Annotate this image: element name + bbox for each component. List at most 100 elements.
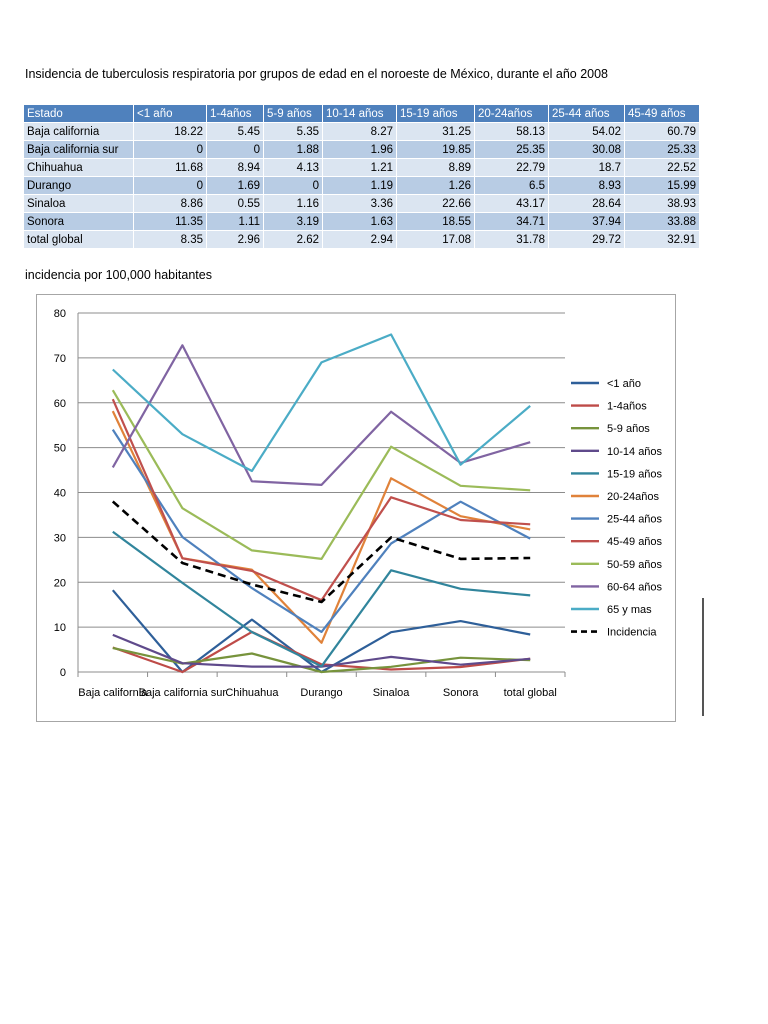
x-tick-label: Baja california sur: [139, 687, 227, 699]
table-cell: 8.27: [322, 122, 397, 141]
table-row: Sinaloa 8.86 0.55 1.16 3.36 22.66 43.17 …: [23, 194, 700, 213]
page-title: Insidencia de tuberculosis respiratoria …: [25, 67, 609, 81]
legend-label: 1-4años: [607, 401, 647, 413]
header-cell: 45-49 años: [624, 104, 700, 123]
table-header-row: Estado <1 año 1-4años 5-9 años 10-14 año…: [23, 104, 700, 123]
table-cell: 2.94: [322, 230, 397, 249]
table-cell: 6.5: [474, 176, 549, 195]
table-row: Baja california sur 0 0 1.88 1.96 19.85 …: [23, 140, 700, 159]
table-cell: 0: [263, 176, 323, 195]
table-cell: 22.52: [624, 158, 700, 177]
y-tick-label: 70: [54, 353, 66, 365]
table-cell: 32.91: [624, 230, 700, 249]
table-cell: 8.89: [396, 158, 475, 177]
table-cell: 5.45: [206, 122, 264, 141]
table-cell: 1.63: [322, 212, 397, 231]
table-cell: 8.93: [548, 176, 625, 195]
table-cell: 0.55: [206, 194, 264, 213]
series-line: [112, 530, 531, 668]
y-tick-label: 80: [54, 308, 66, 320]
table-cell: 60.79: [624, 122, 700, 141]
table-cell: 19.85: [396, 140, 475, 159]
row-label: Chihuahua: [23, 158, 134, 177]
x-tick-label: Chihuahua: [225, 687, 279, 699]
row-label: Durango: [23, 176, 134, 195]
table-row: total global 8.35 2.96 2.62 2.94 17.08 3…: [23, 230, 700, 249]
table-cell: 1.69: [206, 176, 264, 195]
table-cell: 11.35: [133, 212, 207, 231]
table-row: Chihuahua 11.68 8.94 4.13 1.21 8.89 22.7…: [23, 158, 700, 177]
x-tick-label: Durango: [300, 687, 342, 699]
row-label: Sonora: [23, 212, 134, 231]
series-line: [111, 344, 531, 486]
legend-label: Incidencia: [607, 627, 657, 639]
table-row: Baja california 18.22 5.45 5.35 8.27 31.…: [23, 122, 700, 141]
legend-label: 65 y mas: [607, 604, 652, 616]
table-cell: 3.36: [322, 194, 397, 213]
row-label: Baja california sur: [23, 140, 134, 159]
table-cell: 2.62: [263, 230, 323, 249]
table-cell: 15.99: [624, 176, 700, 195]
table-cell: 1.19: [322, 176, 397, 195]
series-line: [111, 500, 531, 604]
table-cell: 1.96: [322, 140, 397, 159]
table-cell: 1.11: [206, 212, 264, 231]
table-cell: 18.22: [133, 122, 207, 141]
table-cell: 2.96: [206, 230, 264, 249]
series-line: [111, 389, 531, 560]
row-label: total global: [23, 230, 134, 249]
table-cell: 3.19: [263, 212, 323, 231]
legend-label: 50-59 años: [607, 559, 663, 571]
y-tick-label: 60: [54, 398, 66, 410]
x-tick-label: Sinaloa: [373, 687, 411, 699]
row-label: Baja california: [23, 122, 134, 141]
x-tick-label: Baja california: [78, 687, 148, 699]
x-tick-label: total global: [504, 687, 557, 699]
table-cell: 38.93: [624, 194, 700, 213]
legend-label: <1 año: [607, 378, 641, 390]
table-cell: 31.25: [396, 122, 475, 141]
table-cell: 29.72: [548, 230, 625, 249]
table-cell: 25.35: [474, 140, 549, 159]
y-tick-label: 0: [60, 667, 66, 679]
incidence-table: Estado <1 año 1-4años 5-9 años 10-14 año…: [23, 104, 700, 249]
table-cell: 37.94: [548, 212, 625, 231]
y-tick-label: 20: [54, 577, 66, 589]
y-tick-label: 10: [54, 622, 66, 634]
table-cell: 0: [133, 140, 207, 159]
table-cell: 33.88: [624, 212, 700, 231]
table-cell: 58.13: [474, 122, 549, 141]
legend-label: 10-14 años: [607, 446, 663, 458]
header-cell: 5-9 años: [263, 104, 323, 123]
table-cell: 0: [206, 140, 264, 159]
legend-label: 20-24años: [607, 491, 659, 503]
header-cell: <1 año: [133, 104, 207, 123]
line-chart: 0 10 20 30 40 50 60 70 80 Baja california Baja cal…: [36, 294, 676, 722]
table-cell: 25.33: [624, 140, 700, 159]
y-tick-label: 40: [54, 488, 66, 500]
legend-label: 60-64 años: [607, 581, 663, 593]
header-cell: 20-24años: [474, 104, 549, 123]
table-cell: 8.94: [206, 158, 264, 177]
table-cell: 18.7: [548, 158, 625, 177]
table-cell: 11.68: [133, 158, 207, 177]
table-cell: 31.78: [474, 230, 549, 249]
table-cell: 54.02: [548, 122, 625, 141]
header-cell: 10-14 años: [322, 104, 397, 123]
table-cell: 34.71: [474, 212, 549, 231]
table-cell: 22.79: [474, 158, 549, 177]
table-row: Durango 0 1.69 0 1.19 1.26 6.5 8.93 15.9…: [23, 176, 700, 195]
table-cell: 0: [133, 176, 207, 195]
table-cell: 4.13: [263, 158, 323, 177]
table-cell: 28.64: [548, 194, 625, 213]
table-cell: 8.35: [133, 230, 207, 249]
y-tick-label: 30: [54, 532, 66, 544]
y-tick-label: 50: [54, 443, 66, 455]
table-cell: 1.26: [396, 176, 475, 195]
table-cell: 43.17: [474, 194, 549, 213]
series-line: [111, 398, 531, 602]
x-tick-label: Sonora: [443, 687, 479, 699]
table-cell: 5.35: [263, 122, 323, 141]
divider-mark: [702, 598, 704, 716]
